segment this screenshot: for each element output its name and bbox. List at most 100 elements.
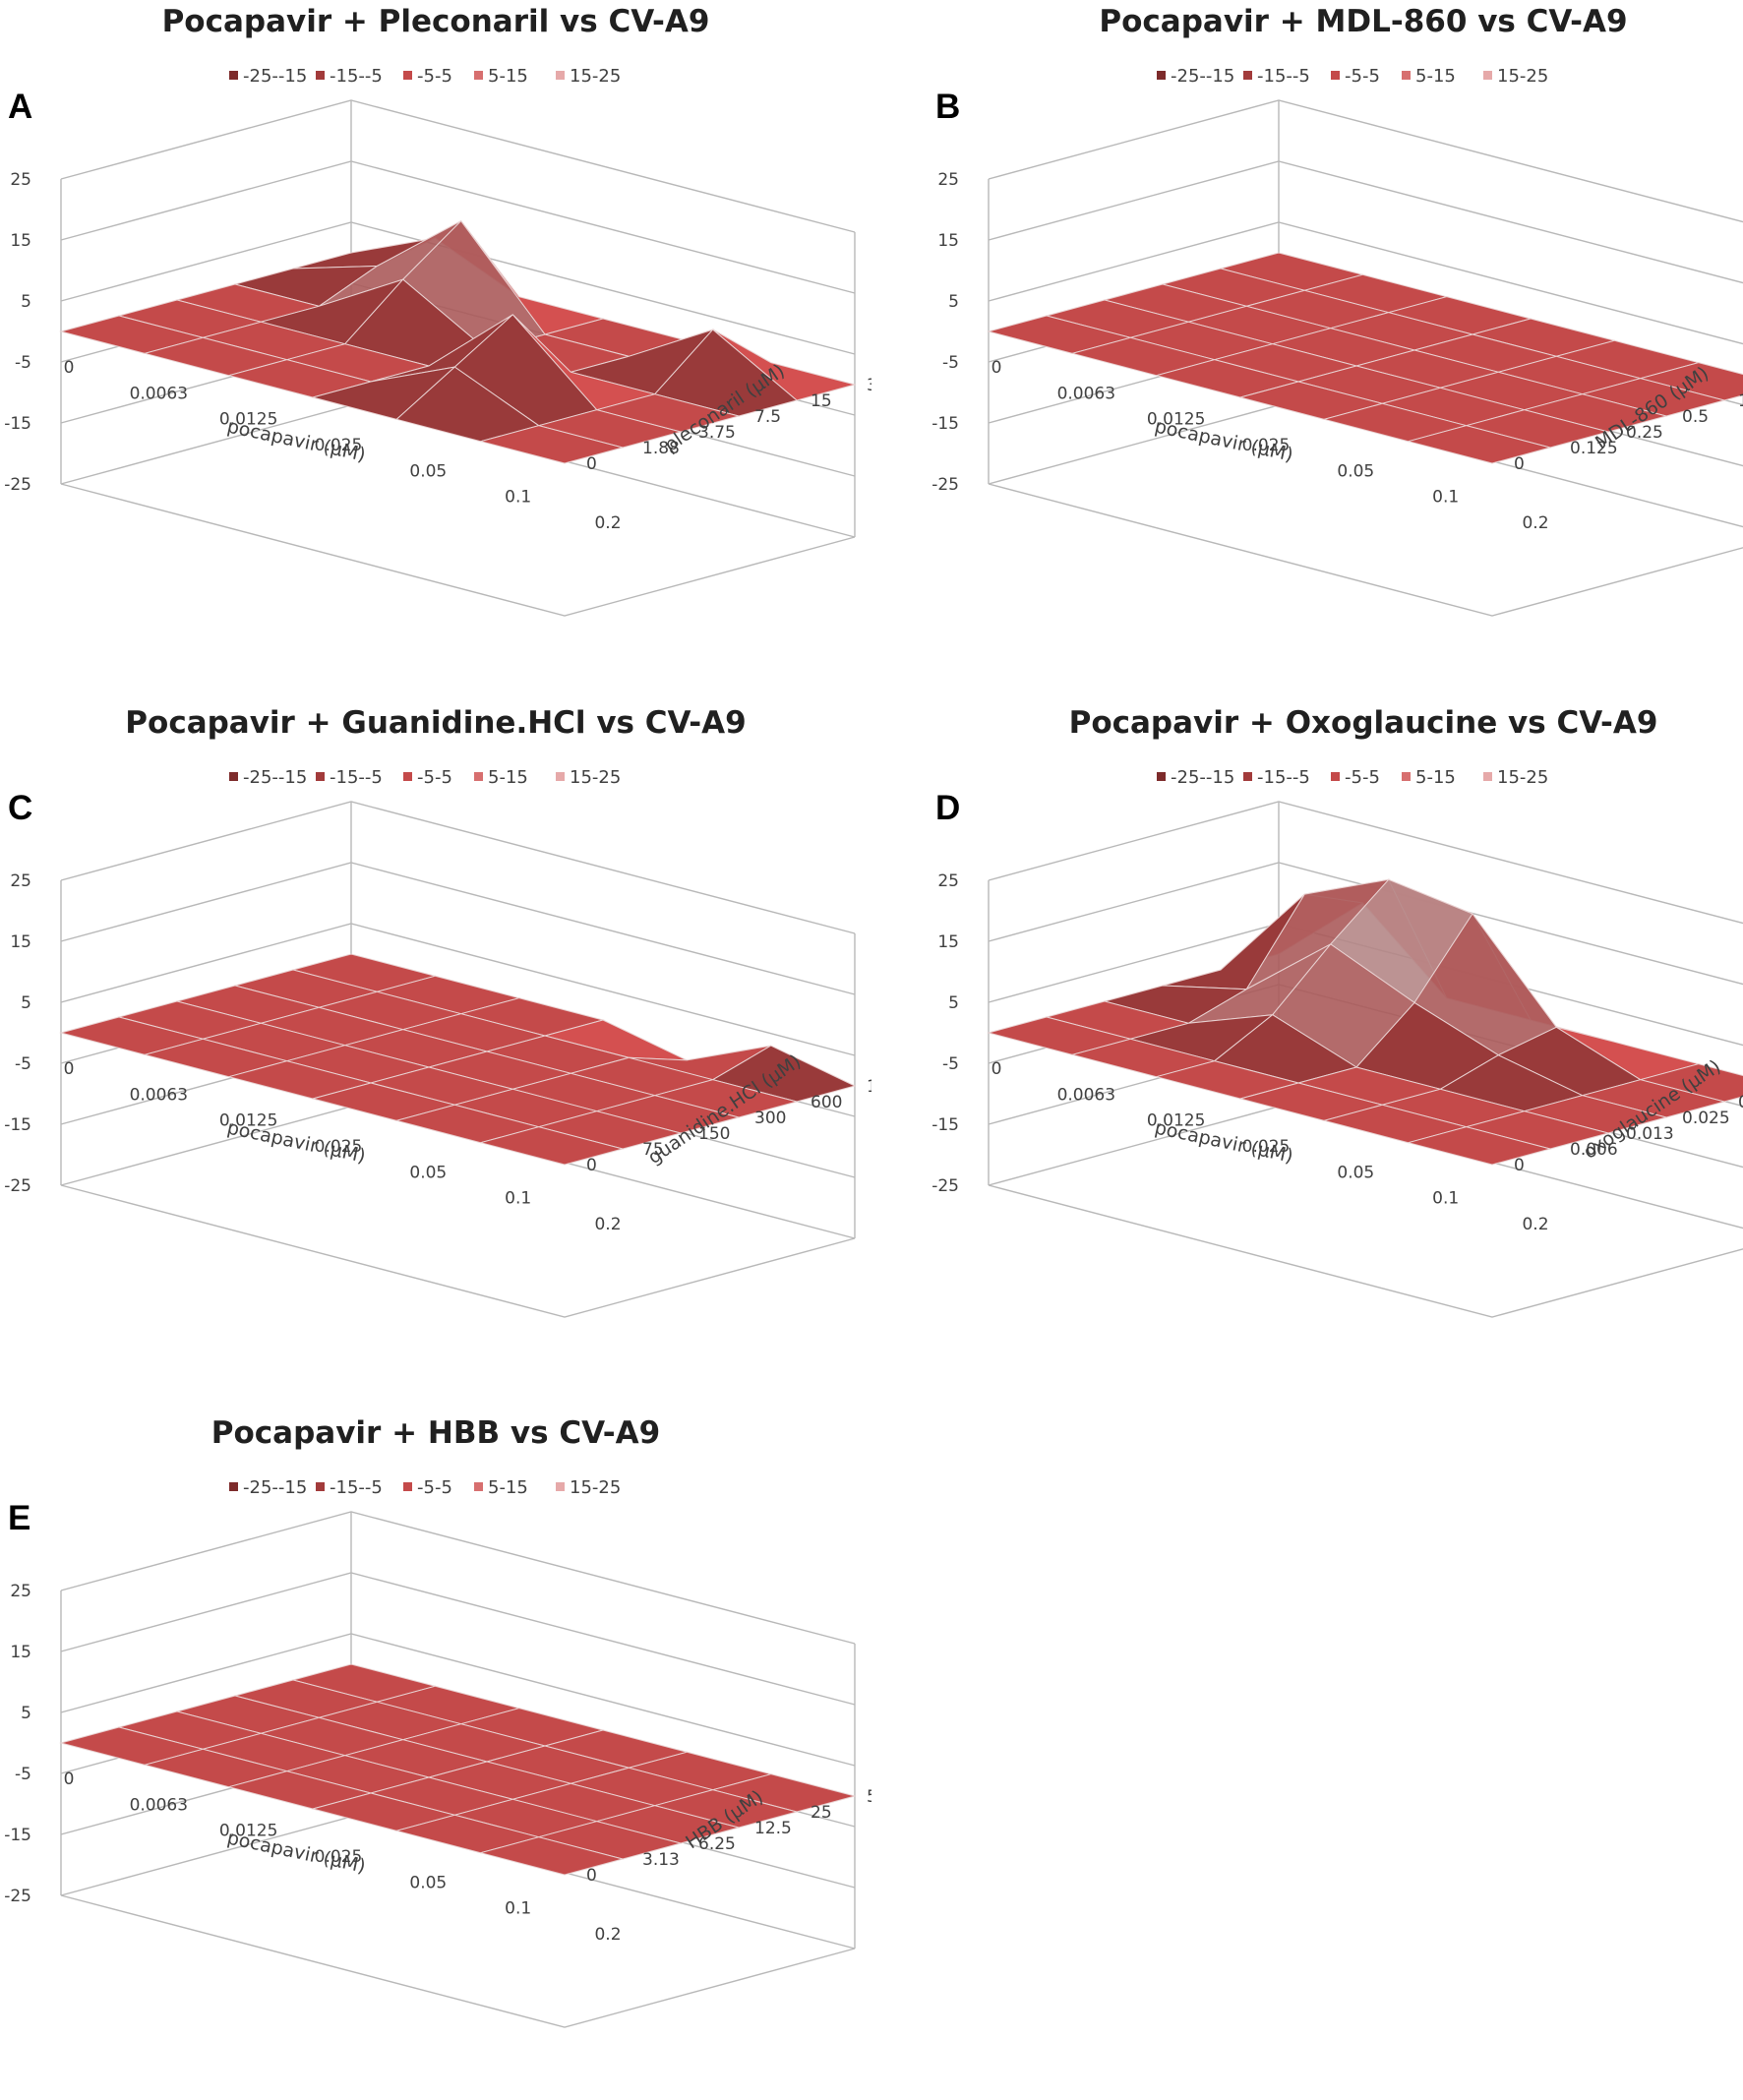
x-tick-label: 0.05 — [1337, 461, 1374, 481]
panel-letter: B — [935, 88, 960, 126]
floor-edge — [988, 483, 1743, 617]
z-tick-label: -25 — [4, 475, 31, 495]
y-tick-label: 30 — [867, 376, 872, 395]
surface-cell — [1406, 425, 1552, 464]
x-tick-label: 0.0063 — [1057, 1085, 1115, 1105]
legend-marker — [1402, 71, 1411, 80]
z-gridline — [988, 99, 1743, 223]
legend-marker — [556, 71, 565, 80]
chart-panel-c: Pocapavir + Guanidine.HCl vs CV-A9 C -25--… — [0, 701, 872, 1390]
z-tick-label: -15 — [4, 1115, 31, 1135]
y-tick-label: 0.25 — [1626, 423, 1663, 443]
z-tick-label: 5 — [21, 1704, 31, 1723]
legend-marker — [316, 71, 325, 80]
legend-label: 5-15 — [488, 1477, 528, 1498]
z-tick-label: 5 — [948, 292, 959, 312]
y-tick-label: 15 — [811, 391, 832, 411]
z-tick-label: -5 — [942, 353, 959, 373]
z-tick-label: 5 — [21, 993, 31, 1013]
y-tick-label: 0 — [586, 1866, 597, 1886]
legend-label: 15-25 — [570, 767, 621, 788]
x-tick-label: 0.1 — [505, 1899, 531, 1919]
legend-label: -25--15 — [243, 66, 307, 87]
z-tick-label: 5 — [21, 292, 31, 312]
z-tick-label: 15 — [937, 231, 959, 251]
z-gridline — [60, 99, 856, 233]
legend-marker — [1331, 71, 1340, 80]
y-tick-label: 0.006 — [1570, 1140, 1618, 1160]
surface-cell — [478, 1836, 625, 1876]
z-tick-label: -25 — [932, 1176, 959, 1196]
legend-label: -5-5 — [417, 66, 452, 87]
legend-label: 15-25 — [570, 1477, 621, 1498]
x-tick-label: 0.0125 — [219, 1111, 277, 1131]
x-tick-label: 0.2 — [1522, 513, 1548, 533]
surface-cell — [1406, 1126, 1552, 1166]
surface-cell — [478, 425, 625, 464]
legend-marker — [1243, 71, 1252, 80]
z-tick-label: 15 — [10, 231, 31, 251]
legend-marker — [1157, 71, 1166, 80]
y-tick-label: 0 — [586, 1156, 597, 1175]
chart-svg: Pocapavir + Guanidine.HCl vs CV-A9 C -25--… — [4, 705, 872, 1318]
legend-label: -15--5 — [330, 767, 383, 788]
legend-label: -5-5 — [417, 1477, 452, 1498]
panel-letter: D — [935, 789, 960, 827]
y-tick-label: 600 — [811, 1093, 842, 1112]
x-tick-label: 0.0063 — [130, 1085, 188, 1105]
z-tick-label: -5 — [942, 1054, 959, 1074]
legend-marker — [229, 71, 238, 80]
legend-marker — [556, 772, 565, 781]
x-tick-label: 0.2 — [594, 1925, 621, 1945]
x-tick-label: 0 — [992, 1059, 1002, 1079]
legend-label: -15--5 — [330, 1477, 383, 1498]
x-tick-label: 0.0125 — [219, 410, 277, 430]
chart-svg: Pocapavir + MDL-860 vs CV-A9B-25--15 -15-… — [932, 4, 1743, 617]
y-tick-label: 0.05 — [1738, 1093, 1743, 1112]
legend-marker — [1157, 772, 1166, 781]
z-tick-label: -15 — [4, 1826, 31, 1845]
x-tick-label: 0.0063 — [130, 1795, 188, 1815]
legend-label: -15--5 — [1257, 66, 1310, 87]
y-tick-label: 0.025 — [1682, 1109, 1730, 1128]
x-tick-label: 0.05 — [409, 1873, 447, 1892]
legend-label: 5-15 — [1415, 66, 1456, 87]
legend-label: 15-25 — [570, 66, 621, 87]
legend-marker — [1243, 772, 1252, 781]
x-tick-label: 0.05 — [409, 461, 447, 481]
x-tick-label: 0.1 — [505, 488, 531, 508]
legend-marker — [474, 772, 483, 781]
x-tick-label: 0.025 — [315, 1847, 363, 1867]
legend-label: 5-15 — [488, 767, 528, 788]
x-tick-label: 0.05 — [409, 1163, 447, 1182]
x-tick-label: 0.1 — [505, 1189, 531, 1209]
chart-title: Pocapavir + Guanidine.HCl vs CV-A9 — [125, 705, 746, 741]
chart-title: Pocapavir + Oxoglaucine vs CV-A9 — [1069, 705, 1658, 741]
x-tick-label: 0 — [64, 1770, 75, 1789]
y-tick-label: 150 — [698, 1124, 730, 1144]
floor-edge — [988, 1184, 1743, 1318]
y-tick-label: 50 — [867, 1787, 872, 1807]
chart-panel-b: Pocapavir + MDL-860 vs CV-A9 B -25--15 -15-… — [928, 0, 1743, 689]
y-tick-label: 3.13 — [642, 1850, 680, 1870]
x-tick-label: 0.1 — [1432, 1189, 1459, 1209]
x-tick-label: 0.05 — [1337, 1163, 1374, 1182]
z-tick-label: -25 — [4, 1176, 31, 1196]
z-tick-label: -5 — [15, 353, 31, 373]
legend-marker — [403, 1482, 412, 1491]
z-tick-label: -25 — [932, 475, 959, 495]
z-gridline — [60, 1511, 856, 1645]
legend-marker — [403, 772, 412, 781]
legend-label: 15-25 — [1497, 767, 1548, 788]
floor-edge — [60, 1184, 856, 1318]
legend-marker — [474, 71, 483, 80]
legend-marker — [316, 1482, 325, 1491]
panel-letter: C — [8, 789, 32, 827]
y-tick-label: 0.013 — [1626, 1124, 1674, 1144]
x-tick-label: 0.025 — [315, 1137, 363, 1157]
y-tick-label: 1200 — [867, 1077, 872, 1097]
legend-marker — [1402, 772, 1411, 781]
y-tick-label: 3.75 — [698, 423, 736, 443]
y-tick-label: 25 — [811, 1803, 832, 1823]
x-tick-label: 0.2 — [594, 1215, 621, 1234]
